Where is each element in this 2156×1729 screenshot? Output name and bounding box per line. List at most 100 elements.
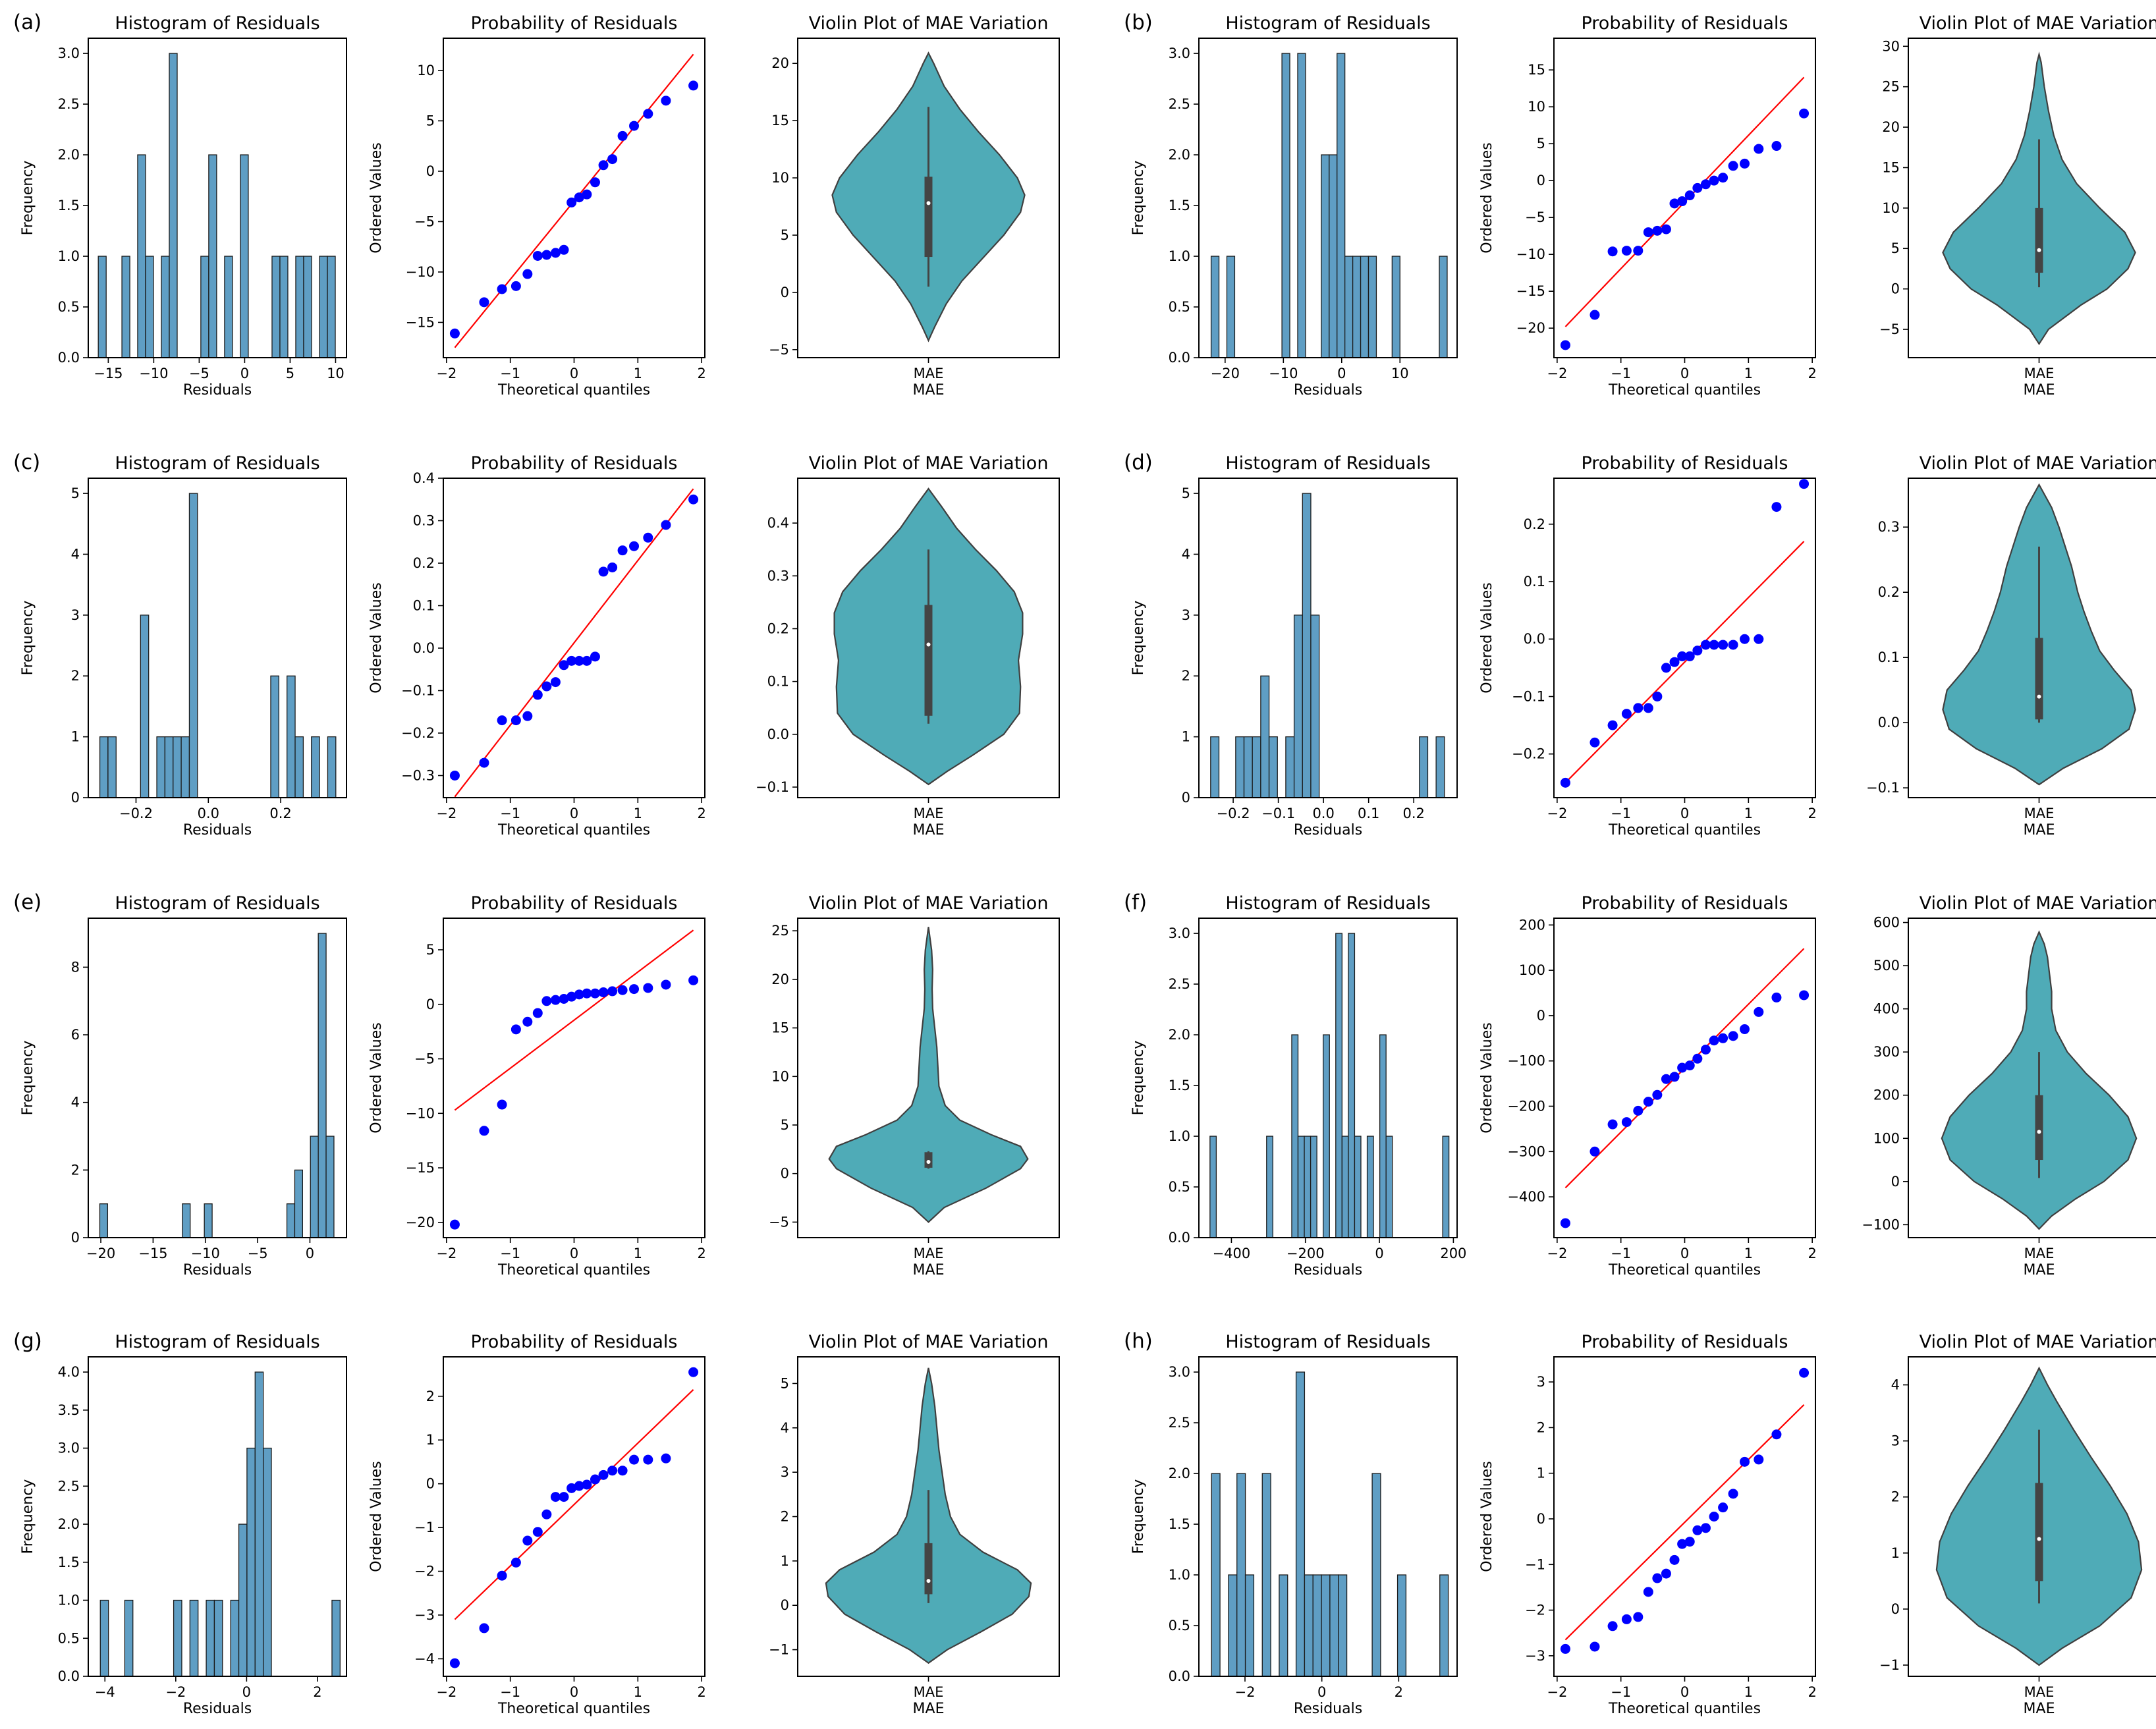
histogram-bar bbox=[1323, 1034, 1330, 1238]
histogram-bar bbox=[1279, 1574, 1288, 1677]
histogram-bar bbox=[156, 736, 166, 798]
y-tick-label: 300 bbox=[1873, 1044, 1900, 1060]
y-tick-label: 0.0 bbox=[1169, 350, 1190, 366]
histogram-bar bbox=[1344, 256, 1354, 358]
x-tick-label: −4 bbox=[95, 1684, 115, 1700]
qq-point bbox=[1643, 1587, 1653, 1597]
violin-median bbox=[926, 642, 931, 647]
histogram-bar bbox=[173, 1599, 182, 1677]
qq-point bbox=[1799, 1367, 1810, 1378]
y-tick-label: 0.0 bbox=[767, 727, 789, 742]
histogram-bar bbox=[294, 1169, 303, 1238]
subplot-title: Probability of Residuals bbox=[470, 893, 677, 914]
histogram-subplot: 0.0 0.5 1.0 1.5 2.0 2.5 3.0 −400 −200 0 200 Histogr… bbox=[1130, 893, 1466, 1278]
qq-point bbox=[1677, 196, 1688, 207]
x-tick-label: 0.0 bbox=[1312, 806, 1334, 821]
x-tick-label: 0.2 bbox=[269, 806, 291, 821]
y-tick-label: 0.0 bbox=[1524, 631, 1545, 647]
qq-point bbox=[590, 1474, 600, 1485]
histogram-bar bbox=[180, 736, 190, 798]
y-tick-label: 4 bbox=[71, 546, 80, 562]
histogram-bar bbox=[1368, 256, 1377, 358]
histogram-bar bbox=[208, 154, 217, 358]
y-tick-label: 0.2 bbox=[1524, 516, 1545, 532]
histogram-bar bbox=[121, 256, 130, 358]
y-tick-label: −0.3 bbox=[401, 767, 435, 783]
histogram-bar bbox=[230, 1599, 240, 1677]
x-axis-label: MAE bbox=[2024, 822, 2055, 838]
axes-frame bbox=[1553, 478, 1816, 798]
qq-point bbox=[1621, 246, 1632, 256]
histogram-bar bbox=[331, 1599, 341, 1677]
subplot-title: Probability of Residuals bbox=[470, 13, 677, 34]
x-tick-label: 0 bbox=[242, 1684, 251, 1700]
y-tick-label: 5 bbox=[1182, 485, 1190, 501]
x-tick-label: MAE bbox=[2024, 1684, 2055, 1700]
y-tick-label: −100 bbox=[1862, 1217, 1900, 1232]
y-tick-label: 0.2 bbox=[413, 555, 435, 571]
y-tick-label: 0 bbox=[1537, 1008, 1545, 1024]
qq-subplot: −3 −2 −1 0 1 2 3 −2 −1 0 1 2 Probability of Residual… bbox=[1479, 1332, 1817, 1717]
qq-point bbox=[643, 532, 653, 543]
axes-frame bbox=[443, 478, 705, 798]
y-tick-label: 0.1 bbox=[1524, 574, 1545, 590]
y-tick-label: −200 bbox=[1507, 1098, 1545, 1114]
qq-point bbox=[598, 566, 609, 577]
y-tick-label: 20 bbox=[771, 55, 789, 71]
panel-f: (f)0.00.51.01.52.02.53.0−400 −200 0 200Hist… bbox=[1124, 891, 2156, 1278]
subplot-title: Histogram of Residuals bbox=[115, 893, 319, 914]
qq-point bbox=[567, 991, 577, 1002]
y-tick-label: 0 bbox=[71, 1230, 80, 1246]
histogram-subplot: 0.0 0.5 1.0 1.5 2.0 2.5 3.0 3.5 4.0 −4 −2 0 2 Histogr… bbox=[20, 1332, 347, 1717]
y-tick-label: 4 bbox=[781, 1420, 789, 1436]
y-tick-label: 1.0 bbox=[58, 1593, 80, 1608]
qq-point bbox=[688, 975, 699, 985]
histogram-bar bbox=[1439, 256, 1448, 358]
qq-point bbox=[449, 770, 460, 781]
qq-point bbox=[1754, 634, 1764, 644]
qq-point bbox=[511, 715, 521, 726]
histogram-bar bbox=[325, 1136, 335, 1238]
x-tick-label: 0 bbox=[1680, 806, 1689, 821]
panel-c: (c) 0 1 2 3 4 5 −0.2 0.0 0.2 Histogram of Residual… bbox=[13, 451, 1060, 838]
subplot-title: Probability of Residuals bbox=[1581, 453, 1788, 474]
histogram-bar bbox=[1360, 256, 1369, 358]
qq-point bbox=[582, 189, 592, 200]
qq-point bbox=[522, 1535, 533, 1546]
y-tick-label: 3.0 bbox=[1169, 925, 1190, 941]
y-tick-label: −3 bbox=[414, 1607, 435, 1623]
histogram-bar bbox=[161, 256, 170, 358]
y-tick-label: 5 bbox=[426, 113, 435, 128]
y-axis-label: Ordered Values bbox=[368, 1461, 385, 1572]
y-tick-label: 0.5 bbox=[58, 299, 80, 315]
y-axis-label: Ordered Values bbox=[1479, 582, 1495, 693]
x-tick-label: −2 bbox=[436, 1684, 456, 1700]
y-tick-label: −1 bbox=[414, 1520, 435, 1535]
y-tick-label: −5 bbox=[414, 213, 435, 229]
y-tick-label: 0 bbox=[781, 285, 789, 300]
y-tick-label: 2.0 bbox=[1169, 1027, 1190, 1043]
x-tick-label: −2 bbox=[436, 1246, 456, 1261]
y-tick-label: −20 bbox=[1516, 320, 1545, 336]
qq-point bbox=[550, 248, 561, 258]
qq-point bbox=[1700, 640, 1711, 650]
y-tick-label: 0.0 bbox=[1169, 1230, 1190, 1246]
histogram-bar bbox=[1252, 736, 1261, 798]
qq-point bbox=[541, 1509, 552, 1520]
qq-fit-line bbox=[454, 488, 694, 798]
y-tick-label: 0.2 bbox=[1878, 584, 1900, 600]
y-tick-label: 0 bbox=[1891, 1174, 1900, 1190]
y-tick-label: 0 bbox=[426, 163, 435, 179]
y-tick-label: 0.3 bbox=[1878, 519, 1900, 535]
qq-point bbox=[617, 545, 628, 556]
panel-label: (a) bbox=[13, 11, 41, 34]
x-axis-label: Residuals bbox=[1294, 822, 1362, 838]
qq-point bbox=[559, 660, 569, 671]
qq-point bbox=[598, 160, 609, 171]
y-tick-label: 5 bbox=[781, 227, 789, 243]
y-tick-label: 2.5 bbox=[1169, 96, 1190, 112]
qq-point bbox=[541, 250, 552, 260]
